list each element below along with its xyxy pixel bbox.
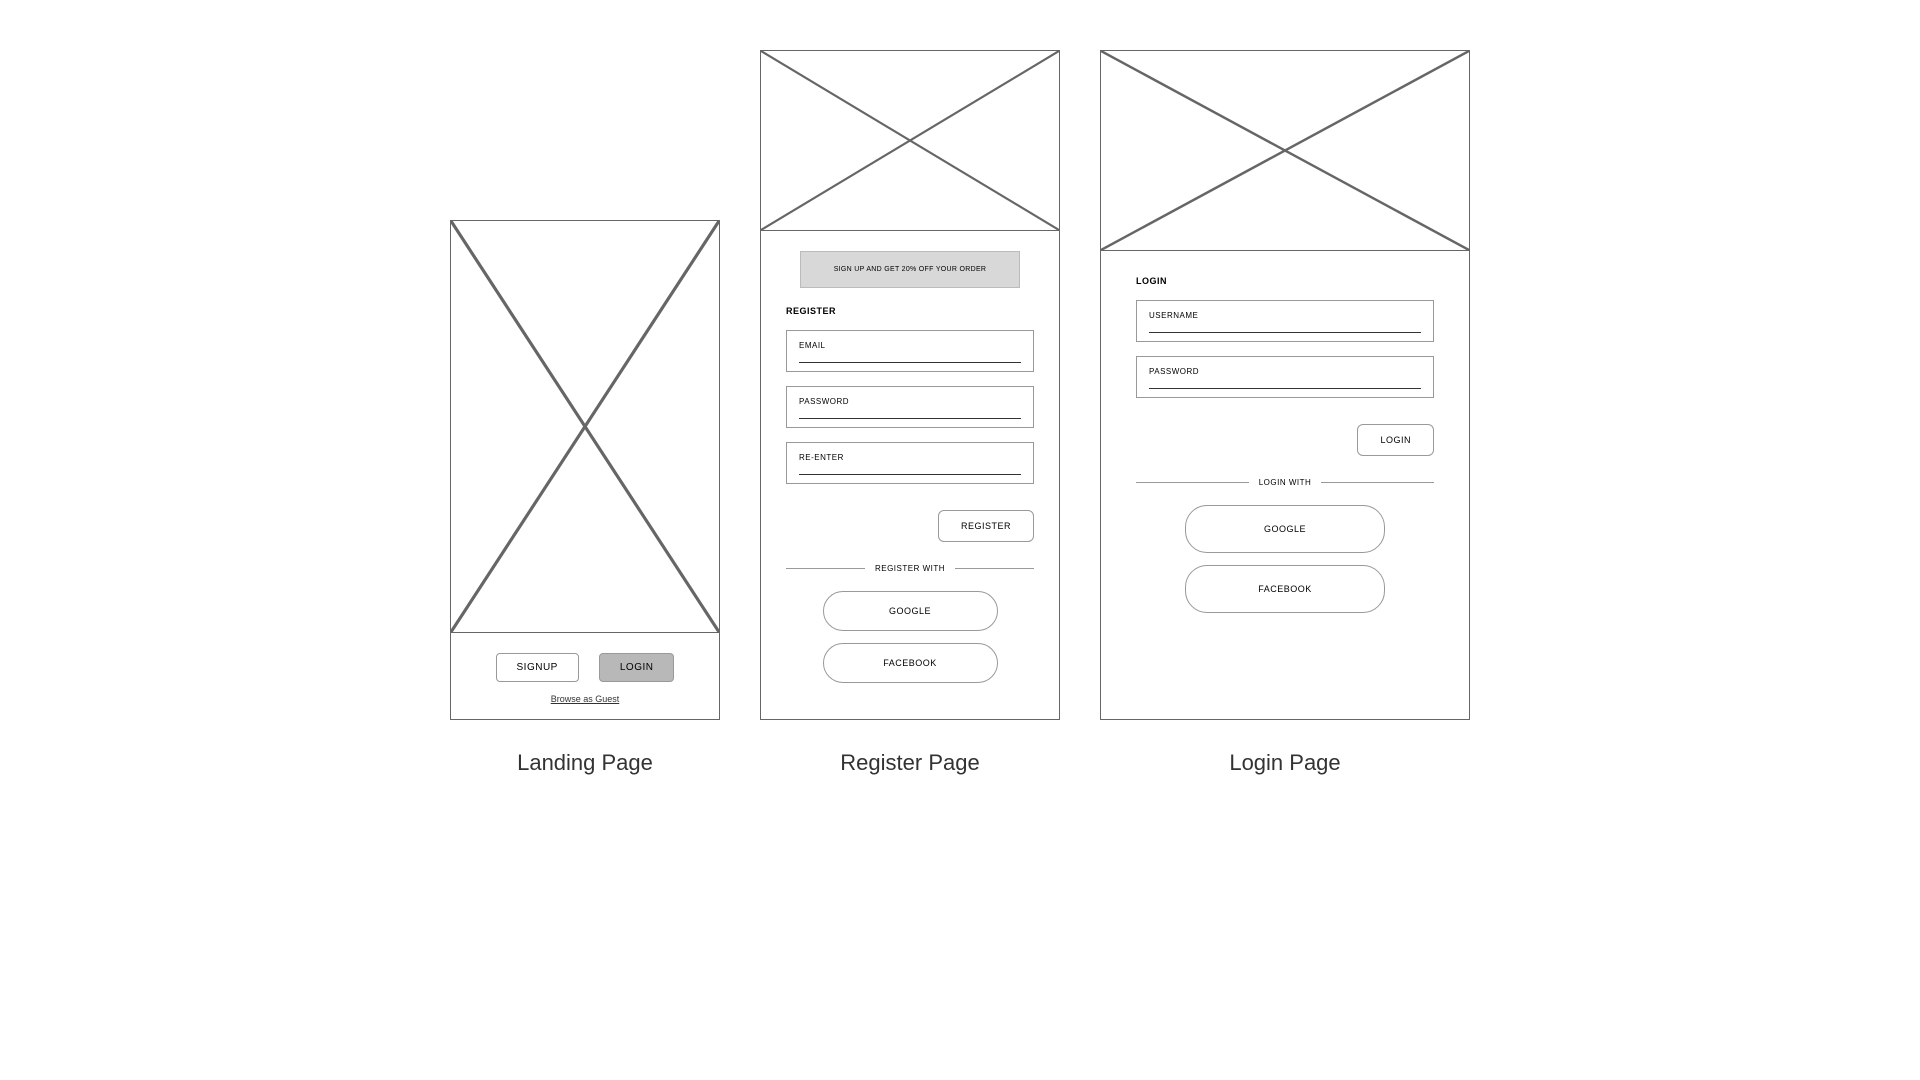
email-label: EMAIL bbox=[799, 341, 1021, 350]
login-password-label: PASSWORD bbox=[1149, 367, 1421, 376]
username-label: USERNAME bbox=[1149, 311, 1421, 320]
email-input-line bbox=[799, 362, 1021, 363]
login-body: LOGIN USERNAME PASSWORD LOGIN LOGIN WITH… bbox=[1101, 251, 1469, 650]
login-google-button[interactable]: GOOGLE bbox=[1185, 505, 1385, 553]
username-field[interactable]: USERNAME bbox=[1136, 300, 1434, 342]
login-caption: Login Page bbox=[1229, 750, 1340, 776]
login-submit-button[interactable]: LOGIN bbox=[1357, 424, 1434, 456]
reenter-label: RE-ENTER bbox=[799, 453, 1021, 462]
landing-image-placeholder bbox=[451, 221, 719, 633]
register-header: REGISTER bbox=[786, 306, 836, 316]
register-caption: Register Page bbox=[840, 750, 979, 776]
divider-line-left bbox=[786, 568, 865, 569]
username-input-line bbox=[1149, 332, 1421, 333]
landing-caption: Landing Page bbox=[517, 750, 653, 776]
register-frame-container: SIGN UP AND GET 20% OFF YOUR ORDER REGIS… bbox=[760, 50, 1060, 776]
browse-as-guest-link[interactable]: Browse as Guest bbox=[551, 694, 620, 704]
promo-banner: SIGN UP AND GET 20% OFF YOUR ORDER bbox=[800, 251, 1020, 288]
login-facebook-button[interactable]: FACEBOOK bbox=[1185, 565, 1385, 613]
login-header: LOGIN bbox=[1136, 276, 1167, 286]
divider-line-right bbox=[1321, 482, 1434, 483]
reenter-input-line bbox=[799, 474, 1021, 475]
register-body: SIGN UP AND GET 20% OFF YOUR ORDER REGIS… bbox=[761, 231, 1059, 715]
login-button[interactable]: LOGIN bbox=[599, 653, 675, 682]
login-frame-container: LOGIN USERNAME PASSWORD LOGIN LOGIN WITH… bbox=[1100, 50, 1470, 776]
login-password-input-line bbox=[1149, 388, 1421, 389]
register-facebook-button[interactable]: FACEBOOK bbox=[823, 643, 998, 683]
register-frame: SIGN UP AND GET 20% OFF YOUR ORDER REGIS… bbox=[760, 50, 1060, 720]
register-google-button[interactable]: GOOGLE bbox=[823, 591, 998, 631]
email-field[interactable]: EMAIL bbox=[786, 330, 1034, 372]
password-label: PASSWORD bbox=[799, 397, 1021, 406]
signup-button[interactable]: SIGNUP bbox=[496, 653, 579, 682]
password-input-line bbox=[799, 418, 1021, 419]
landing-frame-container: SIGNUP LOGIN Browse as Guest Landing Pag… bbox=[450, 220, 720, 776]
landing-button-row: SIGNUP LOGIN bbox=[466, 653, 704, 682]
password-field[interactable]: PASSWORD bbox=[786, 386, 1034, 428]
login-with-text: LOGIN WITH bbox=[1259, 478, 1312, 487]
register-image-placeholder bbox=[761, 51, 1059, 231]
divider-line-left bbox=[1136, 482, 1249, 483]
login-with-divider: LOGIN WITH bbox=[1136, 478, 1434, 487]
landing-frame: SIGNUP LOGIN Browse as Guest bbox=[450, 220, 720, 720]
login-frame: LOGIN USERNAME PASSWORD LOGIN LOGIN WITH… bbox=[1100, 50, 1470, 720]
login-password-field[interactable]: PASSWORD bbox=[1136, 356, 1434, 398]
register-submit-button[interactable]: REGISTER bbox=[938, 510, 1034, 542]
landing-bottom-panel: SIGNUP LOGIN Browse as Guest bbox=[451, 633, 719, 719]
login-image-placeholder bbox=[1101, 51, 1469, 251]
reenter-field[interactable]: RE-ENTER bbox=[786, 442, 1034, 484]
register-with-text: REGISTER WITH bbox=[875, 564, 945, 573]
register-with-divider: REGISTER WITH bbox=[786, 564, 1034, 573]
wireframe-canvas: SIGNUP LOGIN Browse as Guest Landing Pag… bbox=[450, 50, 1470, 776]
divider-line-right bbox=[955, 568, 1034, 569]
